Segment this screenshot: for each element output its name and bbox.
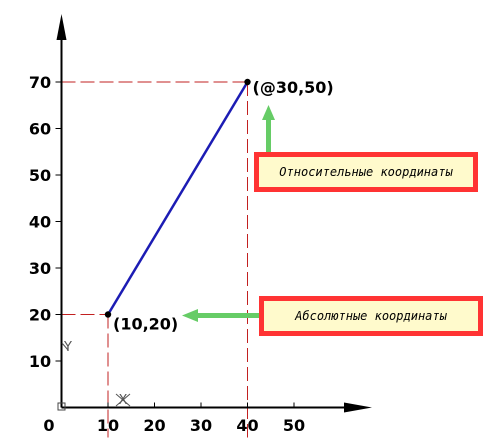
point-marker	[244, 78, 251, 86]
axes	[55, 14, 372, 413]
arrow-to-absolute-point	[182, 309, 259, 322]
callout-relative: Относительные координаты	[254, 152, 478, 192]
segment-line	[106, 81, 249, 316]
y-tick-label: 50	[29, 166, 51, 185]
tick-labels: 0 10 20 30 40 50 10 20 30 40 50 60 70	[29, 73, 305, 435]
arrow-absolute-head	[182, 309, 198, 322]
x-tick-label: 30	[190, 416, 212, 435]
arrow-relative-head	[262, 105, 275, 120]
arrow-absolute-shaft	[196, 313, 259, 318]
callout-relative-panel	[259, 157, 473, 187]
arrow-relative-shaft	[266, 118, 271, 152]
ucs-origin-box	[57, 402, 66, 411]
arrow-to-relative-point	[262, 105, 275, 152]
callouts: Относительные координаты Абсолютные коор…	[182, 105, 483, 336]
y-tick-label: 30	[29, 259, 51, 278]
y-axis-arrowhead	[56, 14, 67, 40]
y-tick-label: 10	[29, 352, 51, 371]
callout-absolute-panel	[264, 301, 478, 331]
x-tick-label: 0	[43, 416, 54, 435]
x-tick-label: 40	[236, 416, 258, 435]
ucs-icon: Y X	[57, 340, 131, 411]
guide-lines	[61, 81, 248, 438]
y-tick-label: 60	[29, 120, 51, 139]
y-tick-label: 40	[29, 213, 51, 232]
y-tick-label: 70	[29, 73, 51, 92]
x-tick-label: 20	[143, 416, 165, 435]
callout-absolute-text: Абсолютные координаты	[294, 309, 447, 323]
point-label: (10,20)	[113, 315, 178, 334]
segment-layer	[106, 81, 249, 316]
ucs-y-cross-a	[61, 342, 69, 351]
point-label: (@30,50)	[253, 78, 334, 97]
ucs-x-cross-b	[115, 393, 131, 407]
x-tick-label: 50	[283, 416, 305, 435]
ucs-y-letter: Y	[63, 340, 72, 355]
point-marker	[104, 311, 112, 318]
y-tick-label: 20	[29, 306, 51, 325]
x-tick-label: 10	[97, 416, 119, 435]
points-layer: (10,20) (@30,50)	[104, 78, 334, 334]
callout-relative-text: Относительные координаты	[279, 165, 453, 179]
callout-absolute: Абсолютные координаты	[259, 296, 483, 336]
x-axis-arrowhead	[344, 402, 372, 413]
